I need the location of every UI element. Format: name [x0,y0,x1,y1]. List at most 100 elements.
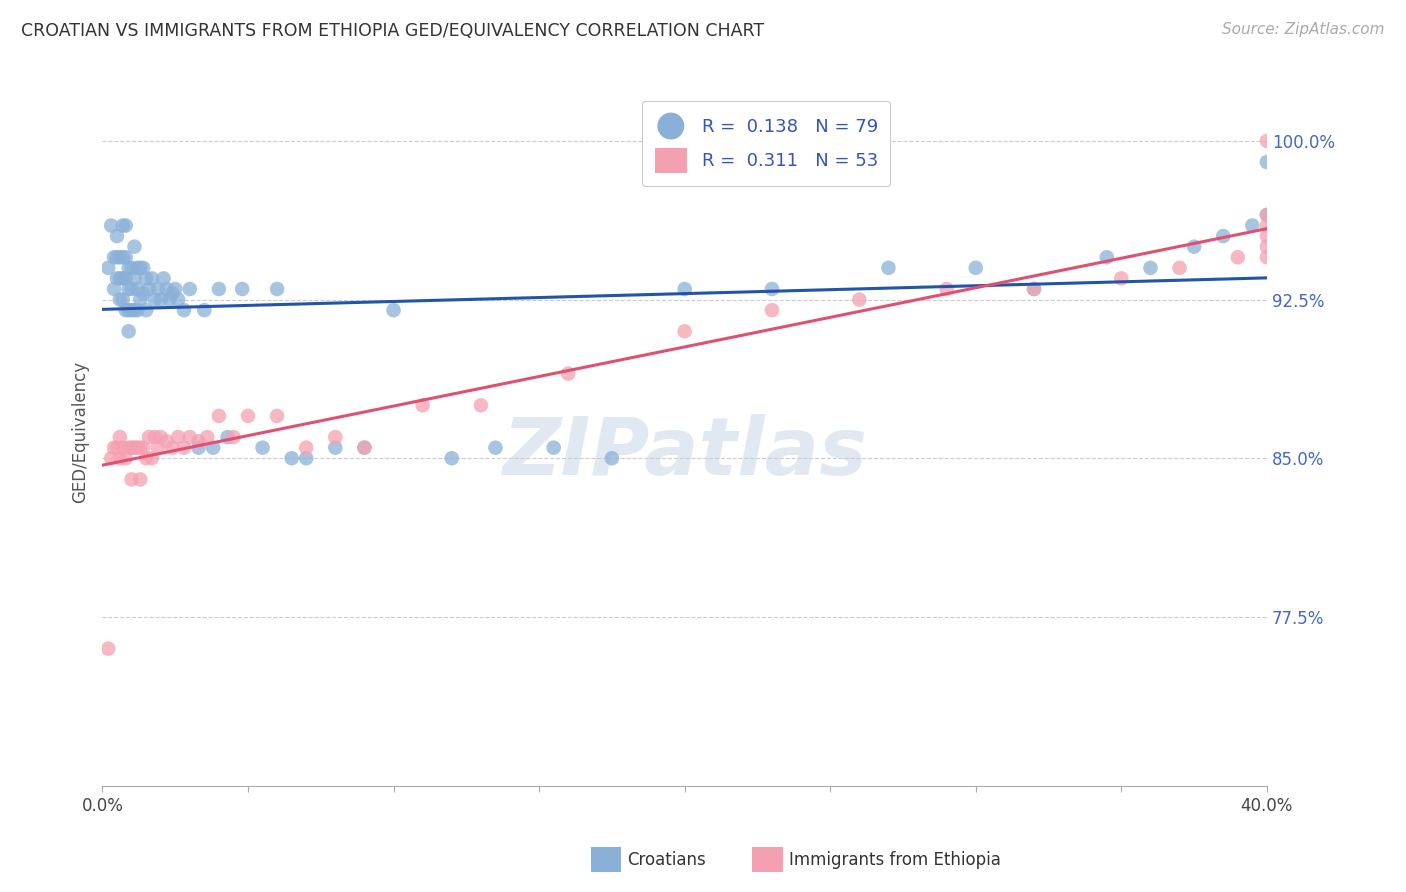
Point [100,219,122,233]
Point [121,472,143,486]
Point [108,271,131,285]
Point [1111,271,1133,285]
Point [155,282,177,296]
Point [121,282,143,296]
Point [162,286,184,301]
Point [138,282,160,296]
Point [382,303,405,318]
Point [132,286,155,301]
Point [353,441,375,455]
Point [440,451,463,466]
Point [1256,134,1278,148]
Point [673,282,696,296]
Point [111,293,134,307]
Point [124,441,146,455]
Point [1256,208,1278,222]
Point [173,303,195,318]
Point [124,271,146,285]
Point [761,303,783,318]
Point [108,250,131,264]
Point [100,451,122,466]
Point [135,303,157,318]
Point [295,451,318,466]
Point [195,430,218,444]
Point [111,441,134,455]
Point [97,641,120,656]
Point [149,293,172,307]
Point [103,282,125,296]
Point [105,229,128,244]
Point [1256,219,1278,233]
Point [155,434,177,449]
Point [167,293,190,307]
Point [217,430,239,444]
Point [848,293,870,307]
Point [149,430,172,444]
Point [105,271,128,285]
Point [162,441,184,455]
Point [295,441,318,455]
Point [222,430,245,444]
Point [124,240,146,254]
Point [127,260,149,275]
Point [157,293,180,307]
Point [129,293,152,307]
Point [187,434,209,449]
Point [135,451,157,466]
Y-axis label: GED/Equivalency: GED/Equivalency [72,360,89,503]
Point [135,271,157,285]
Point [1256,155,1278,169]
Text: Croatians: Croatians [627,851,706,869]
Point [1256,250,1278,264]
Point [114,250,136,264]
Point [108,451,131,466]
Point [877,260,900,275]
Point [129,260,152,275]
Point [470,398,492,412]
Point [114,451,136,466]
Point [187,441,209,455]
Point [114,219,136,233]
Point [108,293,131,307]
Point [117,282,139,296]
Point [127,303,149,318]
Point [557,367,579,381]
Point [129,441,152,455]
Point [111,271,134,285]
Point [114,303,136,318]
Point [167,430,190,444]
Point [114,271,136,285]
Point [935,282,957,296]
Point [105,441,128,455]
Point [280,451,302,466]
Point [1256,240,1278,254]
Point [965,260,987,275]
Point [146,282,169,296]
Point [1139,260,1161,275]
Point [323,430,346,444]
Point [121,441,143,455]
Point [1022,282,1045,296]
Point [266,282,288,296]
Point [138,430,160,444]
Point [127,441,149,455]
Point [143,293,166,307]
Point [117,260,139,275]
Point [193,303,215,318]
Point [1022,282,1045,296]
Point [761,282,783,296]
Point [266,409,288,423]
Point [132,260,155,275]
Point [108,430,131,444]
Point [124,303,146,318]
Point [208,282,231,296]
Point [202,441,225,455]
Point [673,324,696,338]
Point [323,441,346,455]
Text: CROATIAN VS IMMIGRANTS FROM ETHIOPIA GED/EQUIVALENCY CORRELATION CHART: CROATIAN VS IMMIGRANTS FROM ETHIOPIA GED… [21,22,765,40]
Point [97,260,120,275]
Legend: R =  0.138   N = 79, R =  0.311   N = 53: R = 0.138 N = 79, R = 0.311 N = 53 [643,101,890,186]
Point [152,271,174,285]
Point [132,441,155,455]
Point [231,282,253,296]
